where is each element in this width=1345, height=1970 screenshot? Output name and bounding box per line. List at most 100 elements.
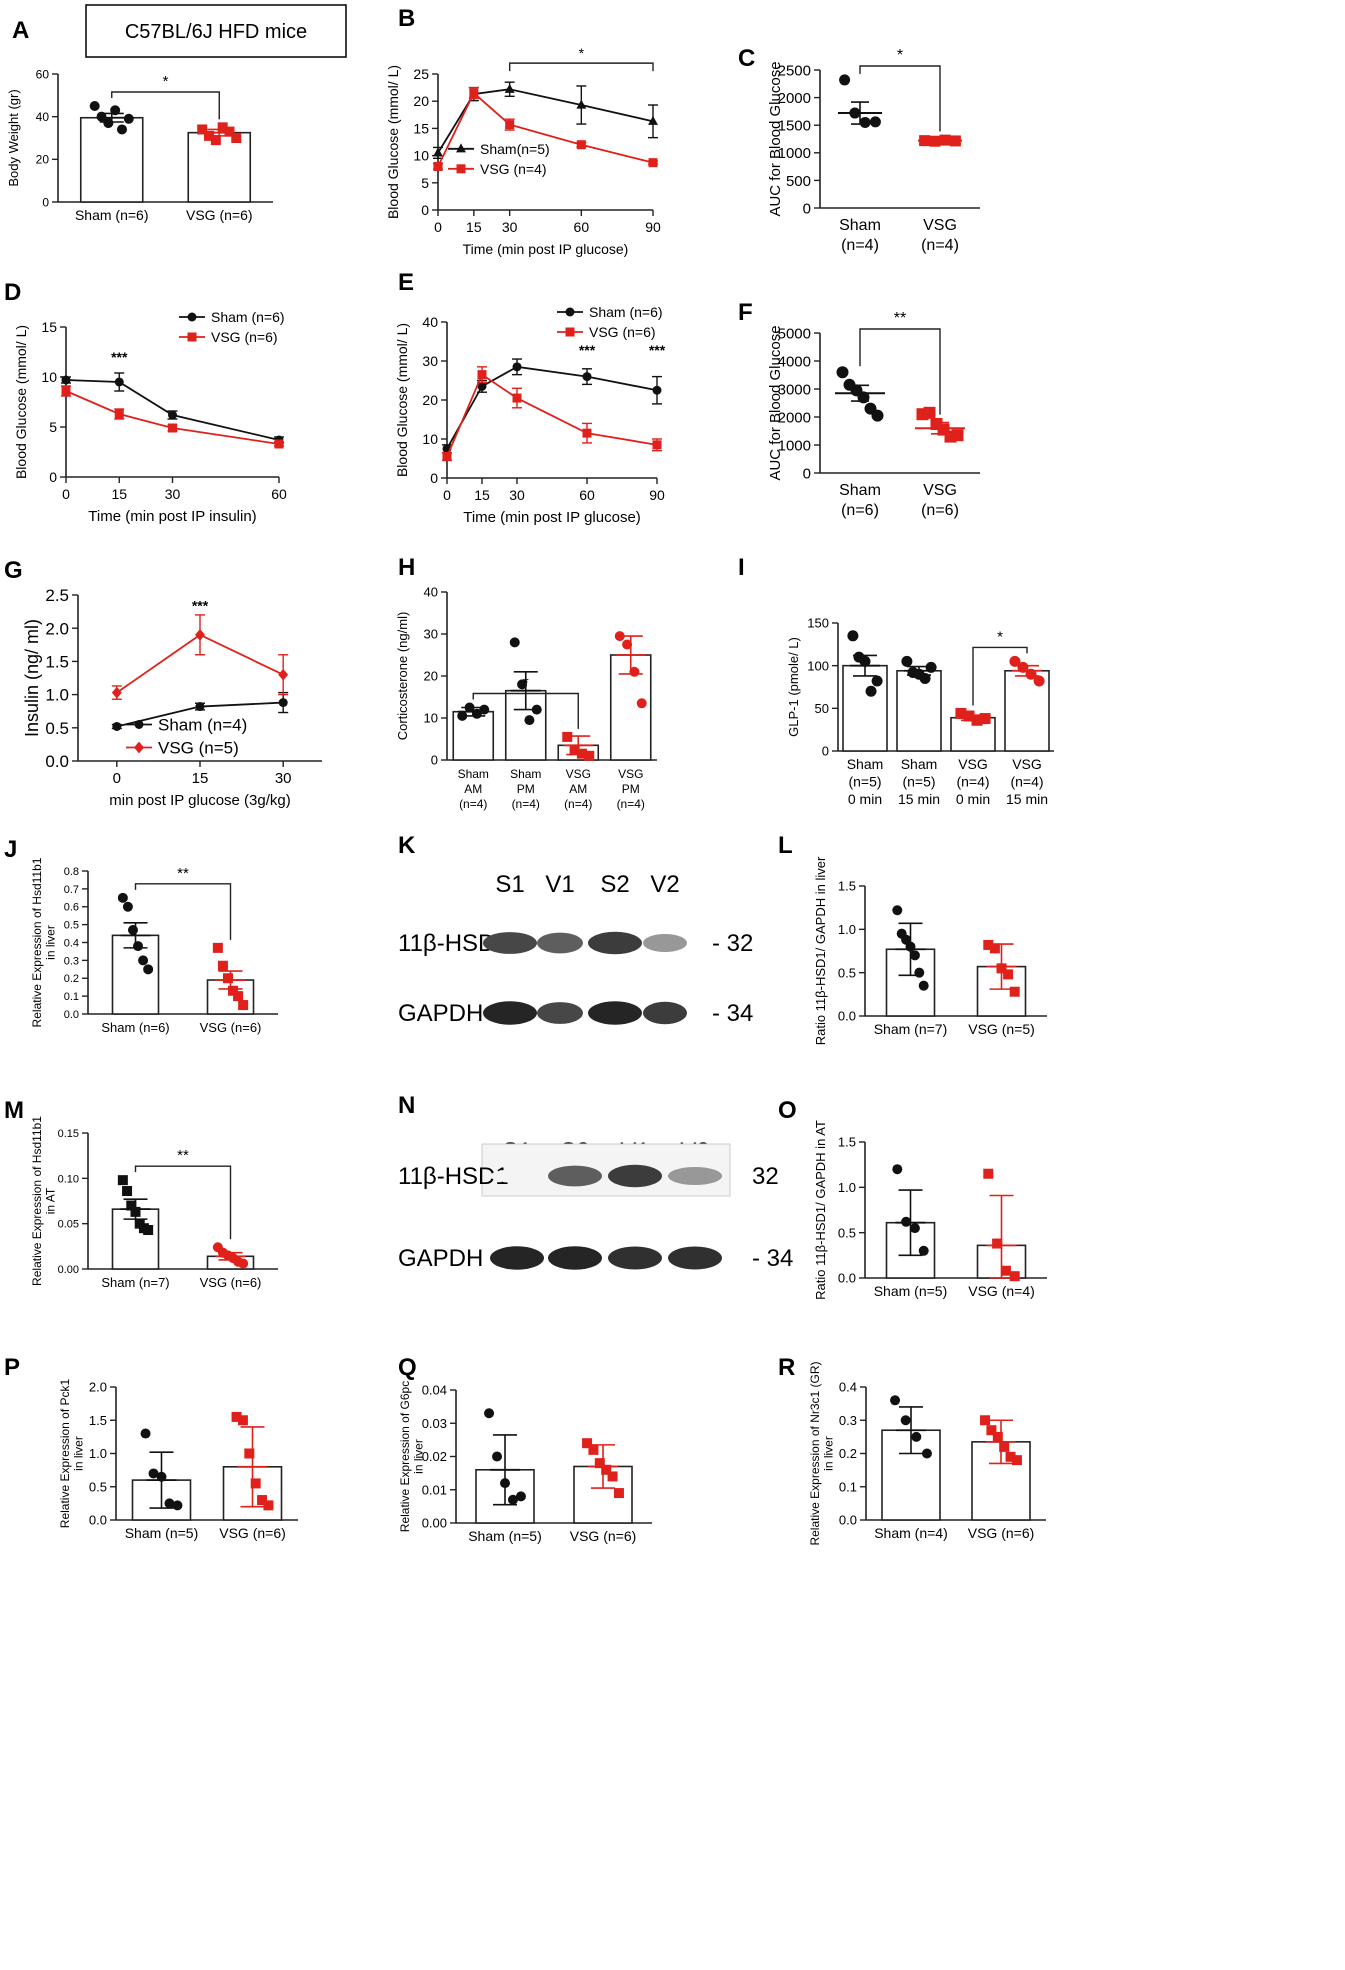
data-point (588, 1444, 599, 1455)
y-tick-label: 0.05 (58, 1219, 79, 1231)
y-tick-label: 0 (822, 744, 829, 759)
data-point (126, 1200, 137, 1211)
data-point (951, 429, 964, 442)
data-point (512, 362, 522, 372)
x-tick-label: VSG (n=4) (968, 1283, 1035, 1299)
y-tick-label: 10 (413, 148, 429, 164)
data-point (278, 668, 289, 681)
legend-marker (134, 719, 144, 729)
y-tick-label: 1.0 (45, 686, 69, 705)
y-axis-label: Corticosterone (ng/ml) (395, 612, 410, 741)
x-tick-label: Sham (n=5) 15 min (898, 756, 940, 807)
significance-bracket (972, 646, 1028, 706)
y-tick-label: 20 (424, 669, 438, 684)
data-point (110, 105, 121, 116)
significance-label: *** (579, 342, 596, 358)
data-point (607, 1471, 618, 1482)
y-tick-label: 5 (421, 175, 429, 191)
data-point (636, 698, 647, 709)
data-point (839, 74, 851, 86)
data-point (890, 1395, 901, 1406)
legend-label: Sham (n=6) (589, 304, 663, 320)
lane-label: V1 (545, 871, 574, 898)
blot-band (548, 1165, 602, 1187)
y-tick-label: 0 (430, 470, 438, 486)
data-point (900, 1415, 911, 1426)
y-tick-label: 1.5 (838, 879, 856, 894)
blot-band (588, 931, 642, 955)
significance-bracket (859, 328, 941, 415)
significance-label: *** (192, 597, 209, 613)
significance-label: ** (894, 310, 906, 327)
x-tick-label: Sham (n=6) (839, 482, 881, 519)
blot-band (608, 1246, 662, 1270)
x-tick-label: VSG AM (n=4) (564, 767, 592, 811)
data-point (992, 1431, 1003, 1442)
panel-e: E 0 10 20 30 40 Blood Glucose (mmol/ L) 0 15 30 60… (394, 269, 666, 526)
y-tick-label: 0 (803, 200, 811, 217)
y-tick-label: 4000 (778, 353, 811, 370)
band-size-label: - 34 (712, 1000, 753, 1027)
y-tick-label: 0 (803, 465, 811, 482)
data-point (869, 116, 881, 128)
significance-bracket (134, 883, 232, 940)
x-tick-label: 15 (466, 219, 482, 235)
data-point (949, 135, 961, 147)
panel-label: N (398, 1092, 415, 1119)
data-point (963, 710, 975, 722)
data-point (1003, 969, 1014, 980)
y-tick-label: 0.1 (839, 1479, 857, 1494)
data-point (562, 731, 573, 742)
data-point (648, 115, 658, 125)
legend-marker (565, 307, 575, 317)
legend-label: VSG (n=5) (158, 739, 239, 758)
data-point (1033, 675, 1045, 687)
data-point (237, 1415, 248, 1426)
x-tick-label: VSG (n=6) (921, 482, 959, 519)
data-point (464, 702, 475, 713)
data-point (263, 1500, 274, 1511)
significance-bracket (472, 692, 579, 729)
y-axis-label: AUC for Blood Glucose (767, 61, 784, 216)
x-tick-label: 90 (649, 487, 665, 503)
data-point (652, 440, 662, 450)
x-tick-label: VSG (n=4) (921, 217, 959, 254)
band-size-label: - 34 (752, 1245, 793, 1272)
blot-band (490, 1246, 544, 1270)
y-tick-label: 30 (422, 353, 438, 369)
blot-band (537, 1002, 583, 1024)
legend-label: VSG (n=4) (480, 161, 547, 177)
y-tick-label: 50 (815, 701, 829, 716)
data-point (509, 637, 520, 648)
data-point (980, 1415, 991, 1426)
data-point (1009, 1271, 1020, 1282)
panel-label: P (4, 1354, 20, 1381)
x-tick-label: Sham (n=5) 0 min (847, 756, 884, 807)
data-point (61, 386, 71, 396)
data-point (614, 631, 625, 642)
panel-label: O (778, 1097, 797, 1124)
blot-band (668, 1166, 722, 1186)
x-axis-label: Time (min post IP glucose) (463, 241, 629, 257)
y-tick-label: 1500 (778, 118, 811, 135)
y-axis-label: Body Weight (gr) (6, 89, 21, 186)
data-point (918, 980, 929, 991)
data-point (836, 366, 849, 379)
x-tick-label: Sham (n=6) (101, 1020, 169, 1035)
data-point (238, 1000, 249, 1011)
panel-label: A (12, 17, 29, 44)
data-point (918, 1245, 929, 1256)
data-point (955, 707, 967, 719)
data-point (103, 118, 114, 129)
data-point (582, 1438, 593, 1449)
data-point (576, 748, 587, 759)
y-axis-label: GLP-1 (pmole/ L) (786, 637, 801, 737)
data-point (61, 375, 71, 385)
blot-band (643, 1001, 687, 1025)
y-axis-label: Blood Glucose (mmol/ L) (394, 323, 410, 477)
data-point (531, 704, 542, 715)
data-point (274, 439, 284, 449)
band-size-label: 32 (752, 1163, 779, 1190)
